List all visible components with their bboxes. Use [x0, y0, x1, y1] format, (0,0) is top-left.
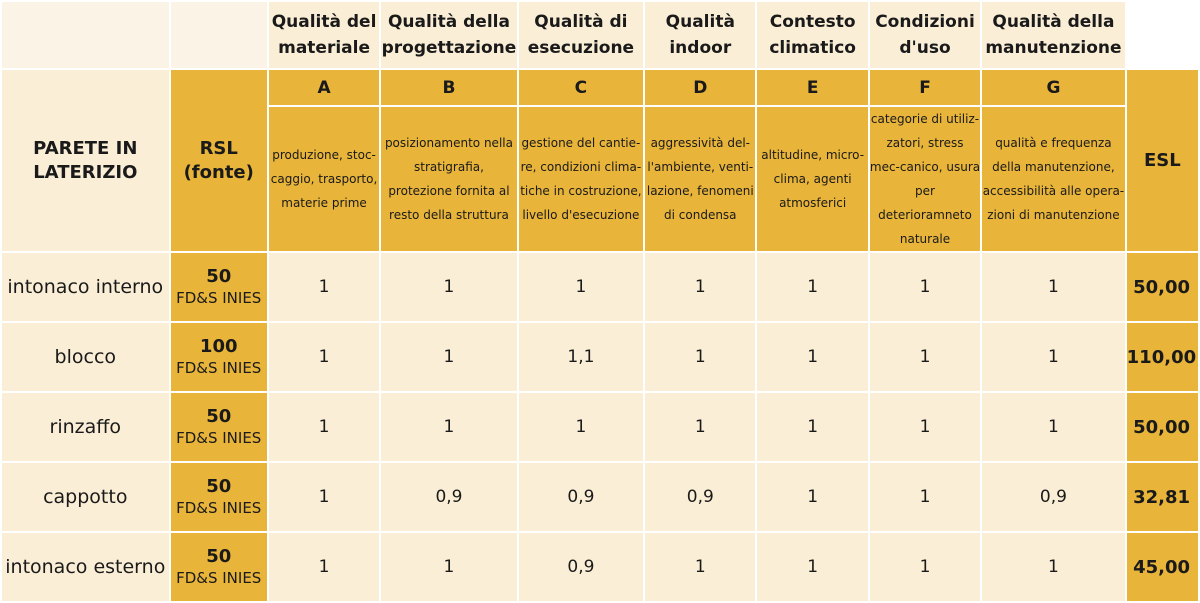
factor-desc-row: produzione, stoc-caggio, trasporto, mate…: [2, 107, 1198, 251]
factor-letter: E: [757, 70, 868, 105]
rsl-cell: 50 FD&S INIES: [170, 533, 267, 601]
factor-value: 1: [757, 393, 868, 461]
rsl-source: FD&S INIES: [176, 359, 262, 377]
layer-name: cappotto: [2, 463, 169, 531]
layer-name: blocco: [2, 323, 169, 391]
factor-name: Qualità della manutenzione: [982, 2, 1125, 68]
layer-name: rinzaffo: [2, 393, 169, 461]
factor-value: 1: [757, 533, 868, 601]
factor-value: 1,1: [518, 323, 644, 391]
factor-value: 1: [381, 323, 517, 391]
factor-name: Contesto climatico: [757, 2, 868, 68]
factor-description: posizionamento nella stratigrafia, prote…: [381, 107, 517, 251]
rsl-value: 100: [199, 336, 238, 357]
corner-cell: [1126, 2, 1198, 68]
factor-value: 1: [518, 393, 644, 461]
factor-description: qualità e frequenza della manutenzione, …: [982, 107, 1125, 251]
rsl-value: 50: [206, 546, 232, 567]
table-row: cappotto 50 FD&S INIES 1 0,9 0,9 0,9 1 1 …: [2, 463, 1198, 531]
layer-name: intonaco esterno: [2, 533, 169, 601]
factor-letter: G: [982, 70, 1125, 105]
corner-cell: [2, 2, 169, 68]
factor-value: 1: [645, 533, 756, 601]
factor-name-row: Qualità del materiale Qualità della prog…: [2, 2, 1198, 68]
rsl-source: FD&S INIES: [176, 289, 262, 307]
factor-value: 1: [869, 323, 981, 391]
rsl-value: 50: [206, 406, 232, 427]
factor-letter: B: [381, 70, 517, 105]
factor-value: 0,9: [645, 463, 756, 531]
factor-value: 1: [381, 533, 517, 601]
table-title: PARETE IN LATERIZIO: [2, 70, 169, 251]
factor-letter: C: [518, 70, 644, 105]
factor-value: 0,9: [518, 533, 644, 601]
factor-description: altitudine, micro-clima, agenti atmosfer…: [757, 107, 868, 251]
factor-value: 1: [268, 323, 380, 391]
factor-name: Qualità del materiale: [268, 2, 380, 68]
rsl-source: FD&S INIES: [176, 569, 262, 587]
factor-name: Condizioni d'uso: [869, 2, 981, 68]
factor-value: 1: [869, 253, 981, 321]
rsl-value: 50: [206, 266, 232, 287]
factor-name: Qualità di esecuzione: [518, 2, 644, 68]
rsl-cell: 50 FD&S INIES: [170, 463, 267, 531]
rsl-cell: 100 FD&S INIES: [170, 323, 267, 391]
table-row: intonaco interno 50 FD&S INIES 1 1 1 1 1 …: [2, 253, 1198, 321]
factor-value: 1: [268, 253, 380, 321]
layer-name: intonaco interno: [2, 253, 169, 321]
rsl-source: FD&S INIES: [176, 429, 262, 447]
factor-value: 1: [757, 253, 868, 321]
table-row: rinzaffo 50 FD&S INIES 1 1 1 1 1 1 1 50,0…: [2, 393, 1198, 461]
factor-value: 0,9: [381, 463, 517, 531]
factor-value: 1: [757, 323, 868, 391]
factor-value: 1: [381, 393, 517, 461]
factor-description: gestione del cantie-re, condizioni clima…: [518, 107, 644, 251]
factor-value: 1: [645, 253, 756, 321]
corner-cell: [170, 2, 267, 68]
esl-header: ESL: [1126, 70, 1198, 251]
table-row: blocco 100 FD&S INIES 1 1 1,1 1 1 1 1 110…: [2, 323, 1198, 391]
factor-description: categorie di utiliz-zatori, stress mec-c…: [869, 107, 981, 251]
factor-description: produzione, stoc-caggio, trasporto, mate…: [268, 107, 380, 251]
factor-value: 1: [982, 253, 1125, 321]
factor-value: 1: [869, 393, 981, 461]
factor-letter: D: [645, 70, 756, 105]
esl-value: 50,00: [1126, 393, 1198, 461]
esl-value: 32,81: [1126, 463, 1198, 531]
factor-value: 1: [982, 393, 1125, 461]
factor-description: aggressività del-l'ambiente, venti-lazio…: [645, 107, 756, 251]
factor-letter-row: PARETE IN LATERIZIO RSL (fonte) A B C D …: [2, 70, 1198, 251]
factor-value: 0,9: [518, 463, 644, 531]
factor-name: Qualità indoor: [645, 2, 756, 68]
table-row: intonaco esterno 50 FD&S INIES 1 1 0,9 1 …: [2, 533, 1198, 601]
factor-value: 1: [518, 253, 644, 321]
factor-letter: A: [268, 70, 380, 105]
factor-value: 1: [268, 533, 380, 601]
factor-value: 1: [268, 463, 380, 531]
rsl-value: 50: [206, 476, 232, 497]
factor-value: 1: [869, 463, 981, 531]
esl-value: 110,00: [1126, 323, 1198, 391]
factor-value: 1: [268, 393, 380, 461]
esl-value: 50,00: [1126, 253, 1198, 321]
factor-letter: F: [869, 70, 981, 105]
factor-name: Qualità della progettazione: [381, 2, 517, 68]
factor-value: 1: [982, 323, 1125, 391]
factor-value: 1: [757, 463, 868, 531]
factor-value: 1: [645, 393, 756, 461]
esl-value: 45,00: [1126, 533, 1198, 601]
rsl-cell: 50 FD&S INIES: [170, 253, 267, 321]
factor-value: 1: [869, 533, 981, 601]
factor-value: 1: [982, 533, 1125, 601]
rsl-cell: 50 FD&S INIES: [170, 393, 267, 461]
rsl-source: FD&S INIES: [176, 499, 262, 517]
factor-value: 1: [645, 323, 756, 391]
factor-value: 1: [381, 253, 517, 321]
factor-value: 0,9: [982, 463, 1125, 531]
rsl-header: RSL (fonte): [170, 70, 267, 251]
